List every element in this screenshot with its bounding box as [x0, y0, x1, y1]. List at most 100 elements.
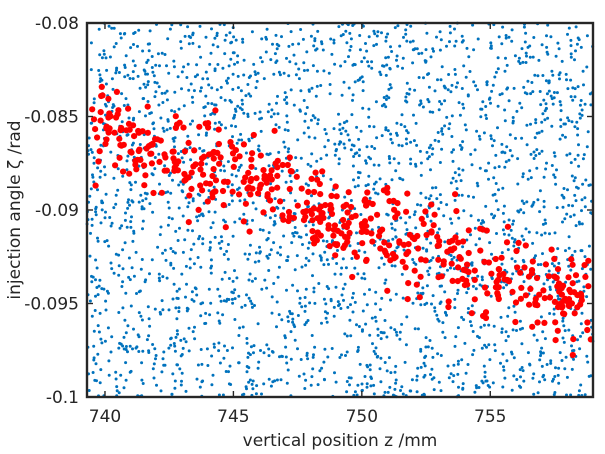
- data-point-blue: [460, 40, 464, 44]
- data-point-blue: [88, 194, 92, 198]
- data-point-blue: [390, 50, 394, 53]
- data-point-red: [95, 158, 102, 165]
- data-point-blue: [353, 152, 357, 156]
- data-point-blue: [217, 241, 221, 245]
- data-point-blue: [372, 383, 376, 387]
- data-point-blue: [523, 40, 527, 44]
- data-point-blue: [456, 81, 459, 85]
- data-point-red: [584, 326, 591, 334]
- data-point-blue: [390, 264, 394, 268]
- data-point-blue: [386, 390, 390, 394]
- data-point-blue: [489, 134, 493, 138]
- data-point-red: [322, 202, 329, 209]
- data-point-blue: [126, 200, 130, 204]
- data-point-blue: [472, 48, 476, 52]
- data-point-blue: [513, 310, 517, 314]
- data-point-blue: [409, 157, 413, 161]
- data-point-blue: [467, 55, 471, 59]
- data-point-blue: [431, 47, 435, 51]
- data-point-red: [540, 287, 547, 294]
- data-point-red: [485, 259, 492, 266]
- data-point-blue: [466, 363, 470, 366]
- data-point-blue: [316, 118, 320, 122]
- data-point-red: [428, 201, 435, 208]
- data-point-blue: [155, 383, 158, 387]
- data-point-blue: [219, 299, 223, 303]
- data-point-blue: [310, 152, 314, 156]
- data-point-blue: [231, 279, 235, 283]
- data-point-blue: [460, 87, 464, 90]
- data-point-blue: [500, 251, 504, 255]
- data-point-blue: [552, 312, 556, 316]
- data-point-blue: [177, 183, 181, 187]
- data-point-red: [172, 113, 179, 120]
- data-point-blue: [224, 33, 228, 37]
- data-point-blue: [569, 393, 573, 397]
- data-point-red: [404, 296, 411, 303]
- data-point-blue: [569, 161, 573, 165]
- data-point-blue: [207, 210, 211, 214]
- data-point-blue: [239, 163, 243, 167]
- data-point-red: [375, 232, 383, 240]
- data-point-blue: [307, 259, 311, 263]
- data-point-blue: [353, 185, 357, 189]
- data-point-blue: [504, 330, 508, 334]
- data-point-red: [418, 215, 425, 222]
- data-point-blue: [270, 108, 274, 112]
- data-point-blue: [507, 218, 511, 222]
- data-point-blue: [345, 350, 349, 354]
- data-point-blue: [571, 98, 575, 102]
- data-point-blue: [180, 353, 184, 356]
- data-point-blue: [187, 88, 191, 92]
- data-point-blue: [433, 309, 437, 313]
- data-point-blue: [412, 261, 416, 265]
- data-point-blue: [579, 99, 583, 102]
- data-point-blue: [451, 380, 455, 384]
- data-point-blue: [560, 193, 564, 197]
- data-point-red: [495, 295, 502, 303]
- data-point-blue: [276, 94, 279, 98]
- data-point-blue: [267, 347, 271, 351]
- data-point-blue: [114, 377, 118, 381]
- data-point-blue: [359, 213, 363, 216]
- data-point-blue: [319, 258, 323, 262]
- data-point-blue: [492, 139, 496, 143]
- data-point-red: [284, 161, 291, 169]
- data-point-blue: [216, 287, 220, 291]
- data-point-blue: [170, 217, 174, 221]
- data-point-blue: [539, 350, 543, 354]
- data-point-blue: [220, 277, 224, 281]
- data-point-blue: [358, 48, 362, 52]
- data-point-red: [460, 238, 467, 245]
- data-point-blue: [510, 236, 514, 240]
- data-point-blue: [209, 301, 213, 305]
- data-point-blue: [577, 279, 581, 283]
- data-point-blue: [223, 98, 227, 102]
- data-point-blue: [469, 152, 473, 156]
- data-point-blue: [141, 49, 145, 53]
- data-point-blue: [511, 222, 515, 226]
- data-point-red: [359, 240, 366, 247]
- data-point-blue: [92, 97, 96, 101]
- data-point-blue: [540, 149, 544, 153]
- data-point-blue: [410, 378, 414, 382]
- data-point-blue: [507, 99, 511, 103]
- data-point-blue: [98, 311, 102, 315]
- data-point-blue: [357, 137, 361, 141]
- data-point-blue: [574, 199, 578, 203]
- data-point-blue: [323, 347, 327, 351]
- data-point-blue: [207, 189, 211, 193]
- data-point-blue: [123, 75, 127, 79]
- data-point-blue: [291, 320, 295, 324]
- data-point-blue: [510, 257, 514, 261]
- data-point-blue: [394, 292, 398, 296]
- data-point-blue: [385, 335, 389, 339]
- data-point-blue: [236, 104, 240, 108]
- data-point-blue: [474, 384, 478, 388]
- data-point-blue: [286, 259, 289, 262]
- data-point-red: [574, 304, 581, 311]
- data-point-blue: [472, 195, 475, 199]
- data-point-blue: [545, 34, 548, 38]
- data-point-blue: [115, 68, 118, 72]
- data-point-blue: [358, 148, 361, 152]
